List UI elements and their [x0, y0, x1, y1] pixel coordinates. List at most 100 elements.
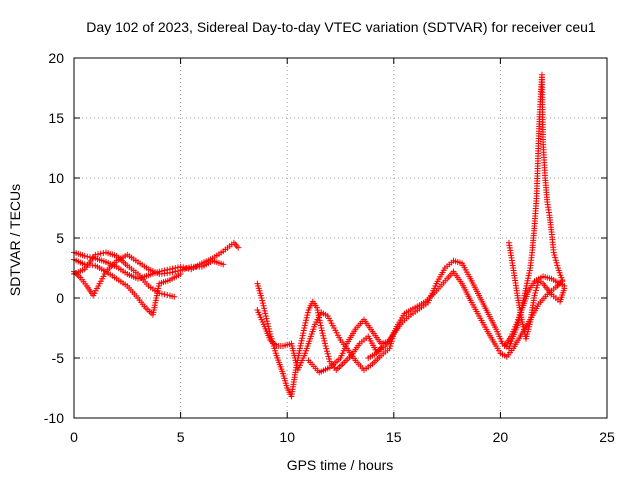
data-point-sample	[304, 309, 311, 316]
data-point-sample	[263, 315, 270, 322]
data-point-sample	[297, 342, 304, 349]
data-point-sample	[261, 307, 268, 314]
data-point-sample	[317, 319, 324, 326]
data-point-sample	[298, 340, 305, 347]
data-point	[301, 325, 308, 331]
data-point	[531, 292, 538, 299]
data-point	[262, 313, 269, 319]
x-tick-label: 0	[70, 429, 78, 445]
y-tick-label: 5	[56, 230, 64, 246]
data-point-sample	[97, 250, 104, 257]
data-point-sample	[323, 345, 330, 352]
data-point-sample	[525, 272, 532, 279]
series-track-b	[71, 251, 227, 299]
data-point-sample	[325, 353, 332, 360]
data-point-sample	[259, 297, 266, 304]
data-point	[522, 285, 529, 292]
data-point-sample	[318, 327, 325, 334]
x-tick-label: 10	[279, 429, 295, 445]
data-point-sample	[551, 252, 558, 258]
series-track-i	[505, 239, 568, 342]
data-point-sample	[323, 348, 330, 355]
data-point-sample	[532, 287, 539, 294]
series-track-a	[71, 239, 242, 282]
series-track-j	[501, 71, 566, 349]
data-point-sample	[534, 282, 541, 289]
data-point	[561, 285, 568, 292]
data-point-sample	[525, 275, 532, 282]
data-point-sample	[320, 335, 327, 342]
data-point-sample	[94, 251, 101, 258]
data-point-sample	[524, 277, 531, 284]
data-point-sample	[554, 262, 561, 269]
data-point-sample	[553, 259, 560, 266]
data-point	[171, 293, 178, 300]
data-point-sample	[303, 317, 310, 324]
data-point	[258, 295, 265, 301]
data-point-sample	[324, 350, 331, 357]
data-point-sample	[338, 362, 345, 369]
data-point	[81, 253, 88, 259]
data-point	[296, 345, 303, 352]
data-point-sample	[523, 282, 530, 289]
data-point-sample	[299, 335, 306, 342]
data-point-sample	[314, 307, 321, 314]
x-tick-label: 15	[386, 429, 402, 445]
y-axis-label: SDTVAR / TECUs	[7, 184, 23, 296]
y-tick-label: -5	[52, 350, 65, 366]
data-point-sample	[552, 254, 559, 261]
data-point-sample	[164, 292, 171, 298]
data-point-sample	[336, 364, 343, 370]
data-point-sample	[262, 310, 269, 317]
x-axis-label: GPS time / hours	[287, 457, 394, 473]
data-point-sample	[172, 268, 179, 275]
data-point-sample	[304, 312, 311, 319]
series-track-h	[365, 257, 568, 361]
data-point-sample	[302, 319, 309, 326]
data-point	[92, 251, 99, 258]
data-point-sample	[300, 330, 307, 337]
data-point-sample	[158, 290, 165, 297]
chart-title: Day 102 of 2023, Sidereal Day-to-day VTE…	[86, 19, 596, 35]
x-tick-label: 20	[493, 429, 509, 445]
data-point-sample	[260, 302, 267, 309]
data-point-sample	[526, 267, 533, 274]
data-point-sample	[317, 322, 324, 329]
data-point	[550, 249, 557, 256]
data-point	[235, 244, 242, 251]
data-point-sample	[334, 365, 341, 372]
data-point-sample	[264, 320, 271, 327]
data-point	[314, 304, 321, 311]
data-point-sample	[174, 268, 181, 274]
data-point-sample	[169, 269, 176, 276]
data-point	[156, 290, 163, 297]
data-point-sample	[535, 279, 542, 286]
data-point-sample	[303, 314, 310, 321]
data-point-sample	[375, 347, 382, 354]
y-tick-label: 20	[48, 50, 64, 66]
axis-ticks: 0 5 10 15 20 25 -10 -5 0 5 10 15 20	[44, 50, 615, 445]
data-marks	[71, 71, 568, 400]
data-point	[559, 277, 566, 283]
data-point-sample	[84, 253, 91, 260]
data-point-sample	[261, 305, 268, 312]
data-point	[322, 343, 329, 349]
data-point-sample	[532, 290, 539, 296]
y-tick-label: 10	[48, 170, 64, 186]
data-point-sample	[161, 291, 168, 298]
y-tick-label: 15	[48, 110, 64, 126]
data-point-sample	[526, 270, 533, 277]
data-point-sample	[524, 280, 531, 287]
y-tick-label: -10	[44, 410, 64, 426]
data-point-sample	[326, 356, 333, 362]
x-tick-label: 5	[177, 429, 185, 445]
data-point	[318, 325, 325, 331]
y-tick-label: 0	[56, 290, 64, 306]
data-point-sample	[264, 318, 271, 325]
data-point-sample	[259, 300, 266, 307]
data-point-sample	[319, 330, 326, 337]
data-point	[166, 269, 173, 276]
data-point-sample	[298, 337, 305, 344]
data-point-sample	[533, 284, 540, 291]
